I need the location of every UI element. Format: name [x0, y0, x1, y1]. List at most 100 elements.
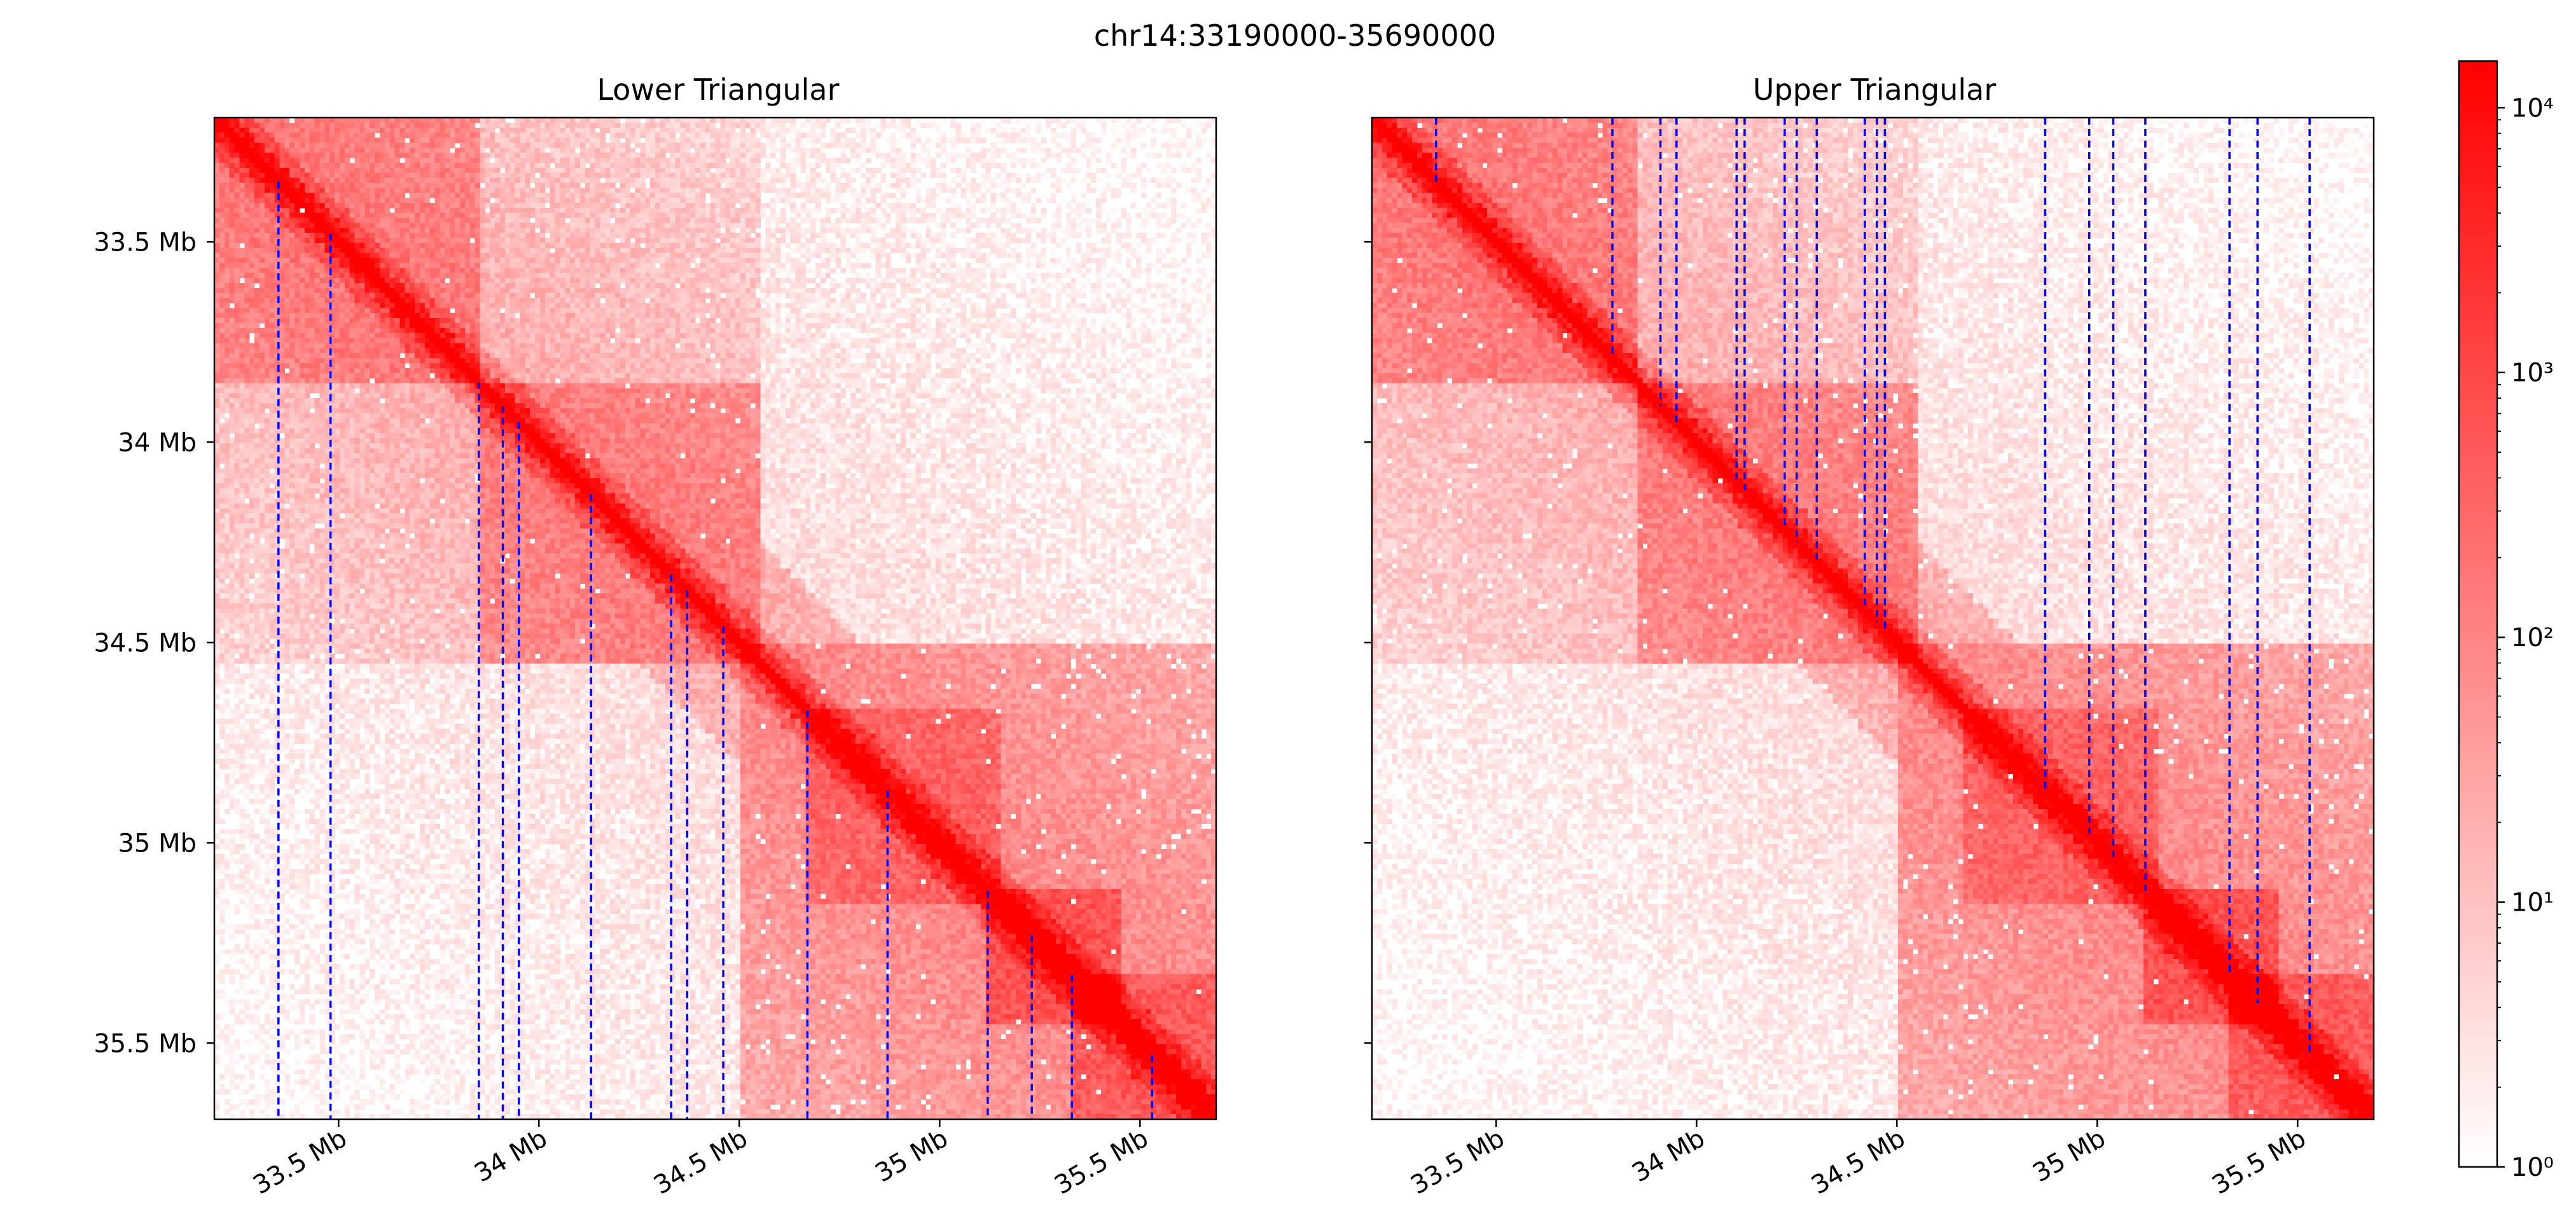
heatmap-cell — [600, 148, 605, 153]
heatmap-cell — [455, 128, 460, 133]
heatmap-cell — [1206, 118, 1211, 123]
heatmap-cell — [390, 153, 395, 158]
heatmap-cell — [580, 142, 585, 148]
heatmap-cell — [415, 128, 420, 133]
heatmap-cell — [791, 128, 796, 133]
heatmap-cell — [665, 148, 670, 153]
heatmap-cell — [645, 128, 650, 133]
heatmap-cell — [1166, 138, 1171, 143]
heatmap-cell — [760, 142, 765, 148]
heatmap-cell — [625, 133, 630, 138]
heatmap-cell — [770, 133, 775, 138]
heatmap-cell — [861, 123, 866, 128]
heatmap-cell — [294, 138, 300, 143]
heatmap-cell — [445, 153, 450, 158]
heatmap-cell — [244, 133, 249, 138]
heatmap-cell — [359, 138, 364, 143]
heatmap-cell — [821, 118, 826, 123]
heatmap-cell — [460, 118, 465, 123]
heatmap-cell — [475, 128, 480, 133]
heatmap-cell — [610, 123, 615, 128]
heatmap-cell — [525, 153, 530, 158]
heatmap-cell — [254, 142, 260, 148]
heatmap-cell — [1166, 123, 1171, 128]
heatmap-cell — [1161, 142, 1166, 148]
heatmap-cell — [359, 133, 364, 138]
heatmap-cell — [319, 142, 324, 148]
heatmap-cell — [370, 128, 375, 133]
heatmap-cell — [440, 118, 445, 123]
heatmap-cell — [520, 153, 525, 158]
heatmap-cell — [1201, 128, 1206, 133]
heatmap-cell — [800, 142, 805, 148]
heatmap-cell — [1181, 138, 1186, 143]
heatmap-cell — [645, 133, 650, 138]
heatmap-cell — [475, 118, 480, 123]
heatmap-cell — [265, 138, 270, 143]
heatmap-cell — [700, 123, 705, 128]
heatmap-cell — [890, 148, 896, 153]
heatmap-cell — [1126, 138, 1131, 143]
heatmap-cell — [630, 148, 635, 153]
heatmap-cell — [300, 128, 305, 133]
heatmap-cell — [615, 118, 620, 123]
heatmap-cell — [1066, 148, 1071, 153]
heatmap-cell — [359, 128, 364, 133]
heatmap-cell — [515, 128, 520, 133]
heatmap-cell — [440, 148, 445, 153]
heatmap-cell — [1121, 148, 1126, 153]
heatmap-cell — [350, 128, 355, 133]
heatmap-cell — [450, 142, 455, 148]
heatmap-cell — [239, 123, 244, 128]
heatmap-cell — [495, 118, 500, 123]
heatmap-cell — [485, 133, 490, 138]
heatmap-cell — [780, 148, 786, 153]
heatmap-cell — [735, 138, 740, 143]
heatmap-cell — [981, 138, 986, 143]
heatmap-cell — [1181, 142, 1186, 148]
heatmap-cell — [861, 142, 866, 148]
heatmap-cell — [730, 138, 735, 143]
heatmap-cell — [640, 148, 645, 153]
heatmap-cell — [815, 138, 821, 143]
heatmap-cell — [405, 133, 410, 138]
heatmap-cell — [385, 142, 390, 148]
heatmap-cell — [1086, 133, 1091, 138]
heatmap-cell — [315, 118, 320, 123]
heatmap-cell — [605, 118, 610, 123]
heatmap-cell — [560, 138, 565, 143]
heatmap-cell — [470, 138, 475, 143]
heatmap-cell — [225, 138, 230, 143]
heatmap-cell — [625, 148, 630, 153]
heatmap-cell — [1061, 123, 1066, 128]
heatmap-cell — [530, 142, 535, 148]
heatmap-cell — [770, 142, 775, 148]
heatmap-cell — [585, 128, 590, 133]
heatmap-cell — [585, 118, 590, 123]
heatmap-cell — [981, 118, 986, 123]
heatmap-cell — [230, 123, 235, 128]
heatmap-cell — [340, 148, 345, 153]
heatmap-cell — [570, 153, 575, 158]
heatmap-cell — [395, 128, 400, 133]
heatmap-cell — [319, 153, 324, 158]
heatmap-cell — [355, 133, 360, 138]
heatmap-cell — [826, 118, 831, 123]
heatmap-cell — [239, 153, 244, 158]
heatmap-cell — [1006, 153, 1011, 158]
heatmap-cell — [380, 148, 385, 153]
heatmap-cell — [1186, 128, 1191, 133]
heatmap-cell — [615, 128, 620, 133]
heatmap-cell — [319, 118, 324, 123]
heatmap-cell — [505, 153, 510, 158]
heatmap-cell — [810, 128, 815, 133]
heatmap-cell — [1001, 138, 1006, 143]
heatmap-cell — [279, 118, 284, 123]
heatmap-cell — [901, 153, 906, 158]
heatmap-cell — [435, 128, 440, 133]
heatmap-cell — [570, 138, 575, 143]
heatmap-cell — [751, 118, 756, 123]
heatmap-cell — [350, 133, 355, 138]
heatmap-cell — [880, 118, 885, 123]
heatmap-cell — [971, 123, 976, 128]
